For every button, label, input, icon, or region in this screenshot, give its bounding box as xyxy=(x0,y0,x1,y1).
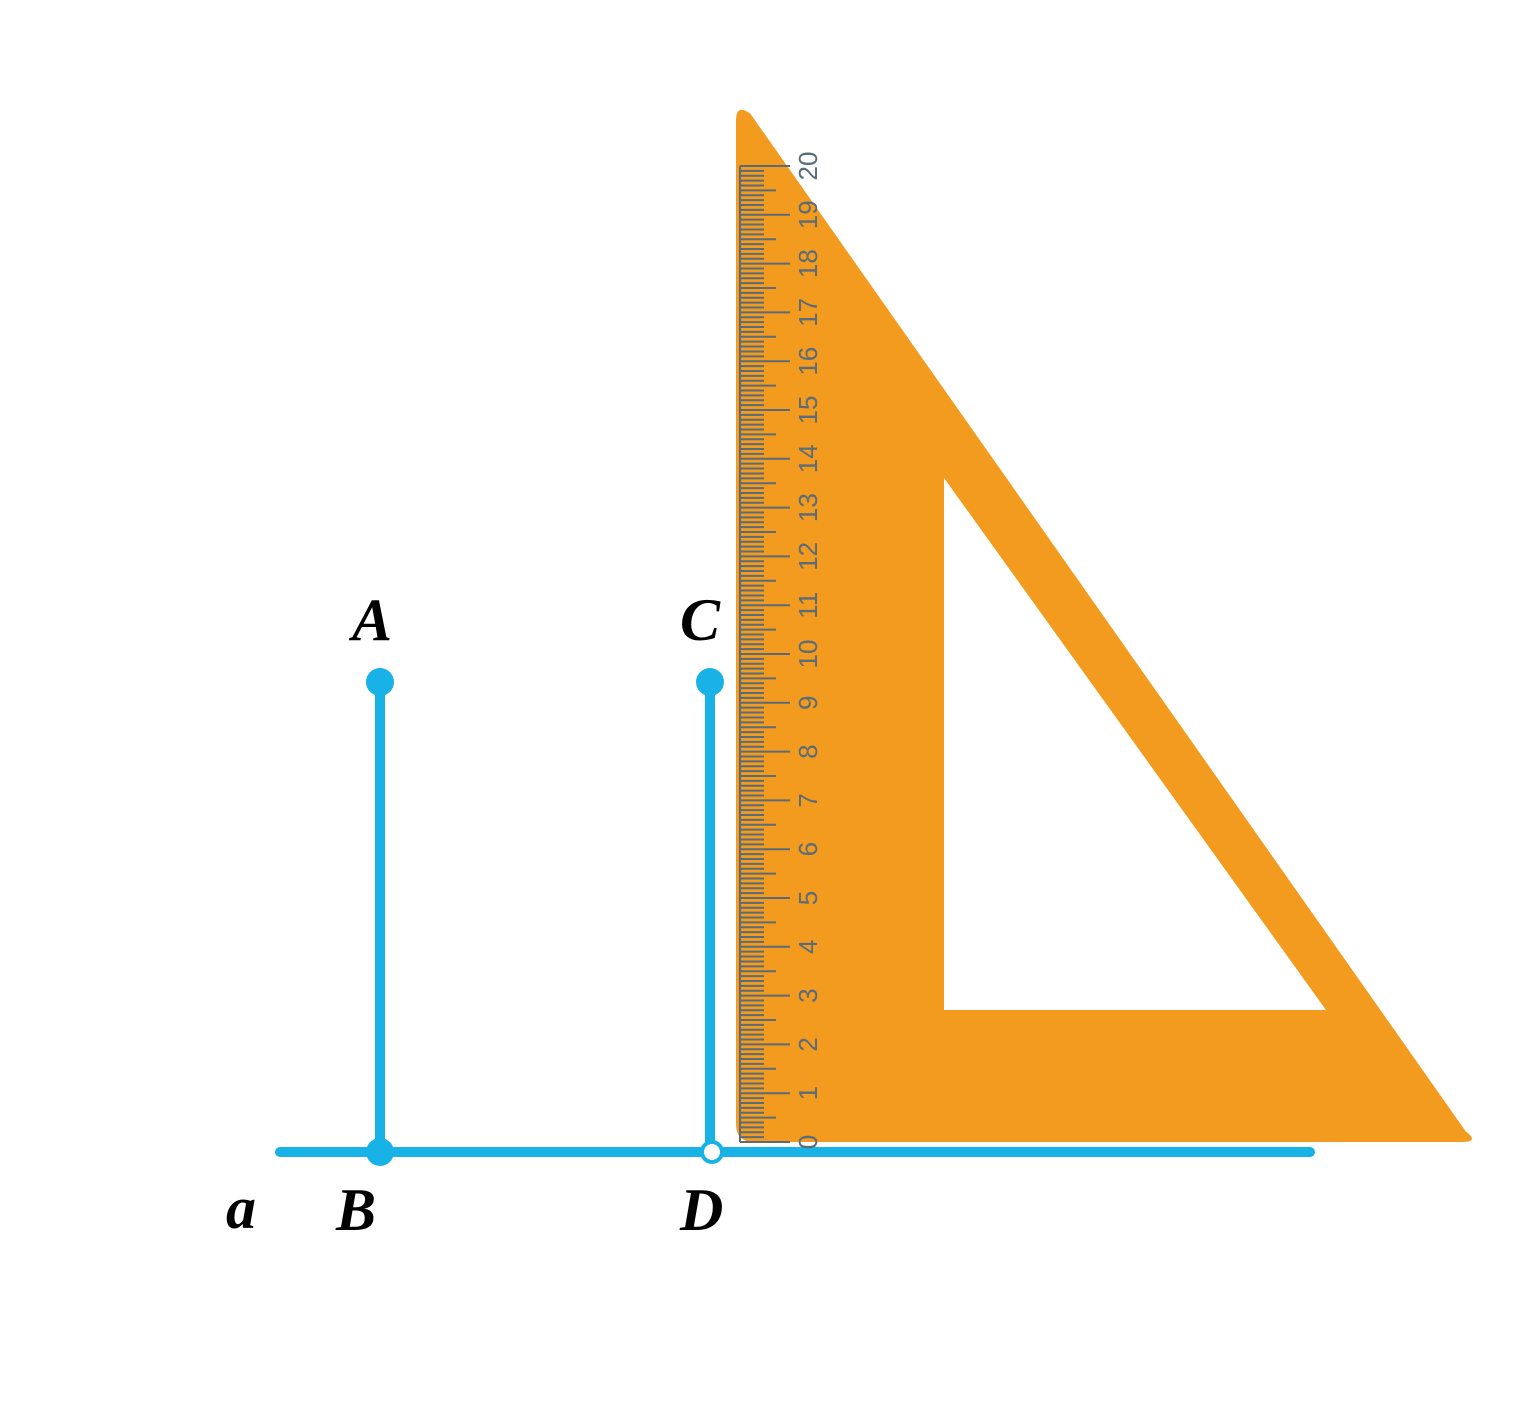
label-d: D xyxy=(679,1177,723,1243)
label-c: C xyxy=(680,587,721,653)
point-d xyxy=(702,1142,722,1162)
ruler-number: 16 xyxy=(793,347,823,376)
ruler-numbers: 01234567891011121314151617181920 xyxy=(793,152,823,1150)
label-a: A xyxy=(348,587,392,653)
ruler-number: 3 xyxy=(793,988,823,1002)
ruler-number: 19 xyxy=(793,200,823,229)
ruler-ticks xyxy=(740,166,790,1142)
ruler-number: 9 xyxy=(793,696,823,710)
ruler-number: 20 xyxy=(793,152,823,181)
ruler-number: 18 xyxy=(793,249,823,278)
ruler-number: 7 xyxy=(793,793,823,807)
ruler-number: 4 xyxy=(793,940,823,954)
ruler-number: 12 xyxy=(793,542,823,571)
point-b xyxy=(366,1138,394,1166)
ruler-number: 15 xyxy=(793,396,823,425)
label-a: a xyxy=(226,1175,256,1241)
ruler-number: 5 xyxy=(793,891,823,905)
ruler-number: 2 xyxy=(793,1037,823,1051)
ruler-number: 13 xyxy=(793,493,823,522)
ruler-number: 6 xyxy=(793,842,823,856)
ruler-number: 11 xyxy=(793,592,823,619)
ruler-number: 8 xyxy=(793,744,823,758)
ruler-number: 14 xyxy=(793,444,823,473)
point-a xyxy=(366,668,394,696)
ruler-number: 0 xyxy=(793,1135,823,1149)
point-c xyxy=(696,668,724,696)
ruler-number: 10 xyxy=(793,640,823,669)
label-b: B xyxy=(335,1177,376,1243)
ruler-number: 1 xyxy=(793,1086,823,1100)
ruler-number: 17 xyxy=(793,298,823,327)
